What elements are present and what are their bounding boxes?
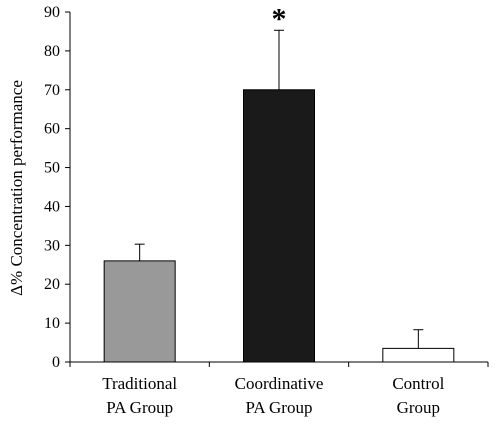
bar [382, 347, 455, 363]
y-tick-label: 50 [44, 160, 60, 177]
x-category-label: PA Group [106, 398, 173, 417]
labels: 0 10 20 30 40 50 60 70 80 90 Traditional PA Group Co… [44, 2, 445, 417]
y-axis-title-group: Δ% Concentration performance [7, 80, 26, 296]
x-category-label: Group [397, 398, 440, 417]
y-tick-label: 20 [44, 276, 60, 293]
x-category-label: Traditional [102, 374, 177, 393]
y-tick-label: 30 [44, 237, 60, 254]
x-category-label: Control [392, 374, 444, 393]
y-tick-label: 60 [44, 121, 60, 138]
y-tick-label: 0 [52, 354, 60, 371]
bar [103, 260, 176, 363]
bars [103, 29, 455, 363]
x-category-label: PA Group [246, 398, 313, 417]
x-category-label: Coordinative [235, 374, 324, 393]
y-tick-label: 80 [44, 43, 60, 60]
y-tick-label: 10 [44, 315, 60, 332]
y-tick-label: 90 [44, 4, 60, 21]
bar [243, 89, 315, 363]
y-tick-label: 40 [44, 198, 60, 215]
significance-asterisk: * [272, 2, 287, 35]
y-axis-title: Δ% Concentration performance [7, 80, 26, 296]
y-tick-label: 70 [44, 82, 60, 99]
